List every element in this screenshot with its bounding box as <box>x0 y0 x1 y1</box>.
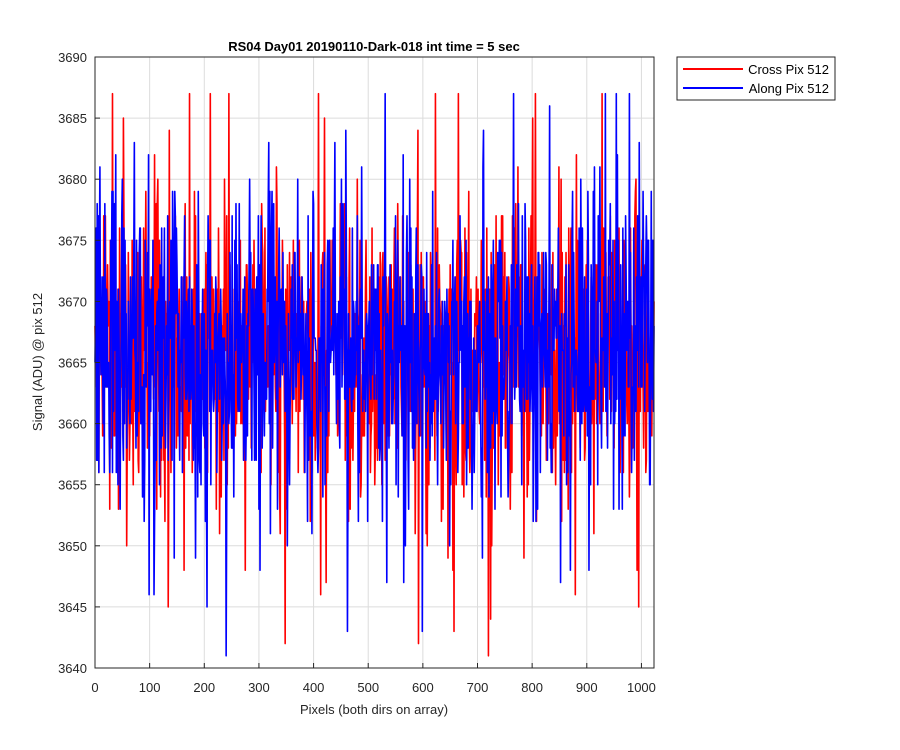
y-tick-label: 3665 <box>58 356 87 371</box>
legend-label-cross: Cross Pix 512 <box>748 62 829 77</box>
series-line-along-pix-512 <box>94 92 655 657</box>
legend[interactable]: Cross Pix 512 Along Pix 512 <box>676 56 836 101</box>
y-tick-label: 3670 <box>58 294 87 309</box>
y-tick-label: 3650 <box>58 539 87 554</box>
x-tick-label: 1000 <box>627 680 656 695</box>
x-tick-label: 900 <box>576 680 598 695</box>
x-tick-label: 0 <box>91 680 98 695</box>
x-tick-label: 500 <box>357 680 379 695</box>
x-tick-label: 300 <box>248 680 270 695</box>
x-tick-label: 100 <box>139 680 161 695</box>
y-tick-label: 3655 <box>58 478 87 493</box>
y-axis-label: Signal (ADU) @ pix 512 <box>30 293 45 431</box>
axis-ticks: 0 100 200 300 400 500 600 700 800 900 1000 3640 3645… <box>58 50 656 695</box>
x-tick-label: 400 <box>303 680 325 695</box>
y-tick-label: 3680 <box>58 172 87 187</box>
y-tick-label: 3645 <box>58 600 87 615</box>
y-tick-label: 3675 <box>58 233 87 248</box>
x-tick-label: 800 <box>521 680 543 695</box>
legend-box <box>676 56 836 101</box>
legend-label-along: Along Pix 512 <box>749 81 829 96</box>
x-axis-label: Pixels (both dirs on array) <box>300 702 448 717</box>
x-tick-label: 600 <box>412 680 434 695</box>
x-tick-label: 200 <box>193 680 215 695</box>
y-tick-label: 3685 <box>58 111 87 126</box>
x-tick-label: 700 <box>467 680 489 695</box>
y-tick-label: 3640 <box>58 661 87 676</box>
y-tick-label: 3690 <box>58 50 87 65</box>
chart-title: RS04 Day01 20190110-Dark-018 int time = … <box>228 39 520 54</box>
data-series <box>94 92 655 657</box>
y-tick-label: 3660 <box>58 417 87 432</box>
